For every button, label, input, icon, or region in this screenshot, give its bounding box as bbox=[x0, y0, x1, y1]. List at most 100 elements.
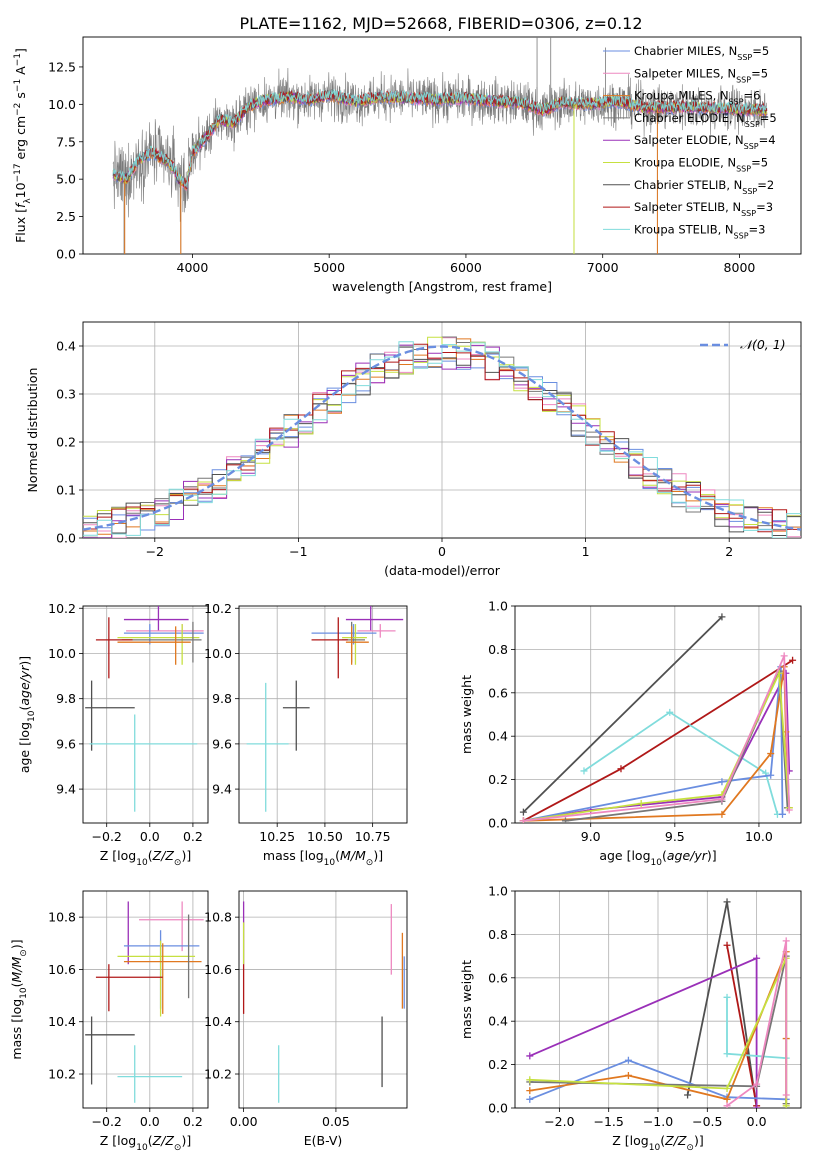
x-axis-label: E(B-V) bbox=[304, 1133, 343, 1148]
x-tick-label: −1.5 bbox=[594, 1114, 624, 1129]
marker-kroupa_miles bbox=[767, 750, 775, 758]
x-tick-label: 10.50 bbox=[307, 829, 343, 844]
y-tick-label: 10.8 bbox=[204, 910, 232, 925]
marker-chabrier_miles bbox=[767, 771, 775, 779]
axes-frame bbox=[514, 605, 802, 824]
axes-weight_vs_z: −2.0 −1.5 −1.0 −0.5 0.0 0.0 0.2 0.4 0.6 0.8 1.0 Z [… bbox=[459, 884, 802, 1153]
panels: 4000 5000 6000 7000 80000.02.55.07.510.012.5… bbox=[9, 36, 802, 1153]
age_vs_mass-plot bbox=[246, 606, 404, 812]
y-axis-label: mass [log10(M/M⊙)] bbox=[9, 939, 29, 1059]
x-tick-label: −1.0 bbox=[643, 1114, 673, 1129]
x-tick-label: 0.0 bbox=[140, 829, 160, 844]
series-salpeter_stelib bbox=[726, 945, 758, 1106]
axes-age_vs_mass: 10.25 10.50 10.75 9.4 9.6 9.8 10.0 10.2 mass [lo… bbox=[204, 601, 408, 868]
y-tick-label: 2.5 bbox=[56, 209, 76, 224]
y-tick-label: 9.6 bbox=[56, 736, 76, 751]
y-tick-label: 1.0 bbox=[488, 599, 508, 614]
y-tick-label: 0.3 bbox=[56, 387, 76, 402]
y-tick-label: 0.0 bbox=[488, 1101, 508, 1116]
marker-salpeter_miles bbox=[780, 652, 788, 660]
x-tick-label: 0.0 bbox=[140, 1114, 160, 1129]
x-tick-label: 6000 bbox=[450, 260, 482, 275]
series-salpeter_miles bbox=[726, 940, 788, 1107]
x-axis-label: (data-model)/error bbox=[384, 563, 501, 578]
x-tick-label: −2.0 bbox=[544, 1114, 574, 1129]
weight_vs_z-plot bbox=[526, 898, 790, 1108]
marker-salpeter_miles bbox=[782, 1091, 790, 1099]
y-tick-label: 9.4 bbox=[212, 782, 232, 797]
model-kroupa_stelib bbox=[112, 88, 768, 188]
marker-chabrier_stelib bbox=[519, 808, 527, 816]
y-axis-label: mass weight bbox=[459, 675, 474, 754]
y-tick-label: 0.0 bbox=[56, 247, 76, 262]
axes-frame bbox=[238, 890, 408, 1109]
marker-kroupa_stelib bbox=[723, 993, 731, 1001]
marker-salpeter_miles bbox=[782, 937, 790, 945]
spectrum-legend: Chabrier MILES, NSSP=5 Salpeter MILES, NS… bbox=[603, 44, 777, 240]
y-tick-label: 9.4 bbox=[56, 782, 76, 797]
marker-salpeter_miles bbox=[753, 1080, 761, 1088]
legend-entry-salpeter_miles: Salpeter MILES, NSSP=5 bbox=[634, 66, 768, 84]
legend-entry-salpeter_elodie: Salpeter ELODIE, NSSP=4 bbox=[634, 133, 776, 151]
series-chabrier_stelib bbox=[686, 901, 758, 1108]
axes-mass_vs_ebv: 0.00 0.05 10.2 10.4 10.6 10.8 E(B-V) bbox=[204, 890, 408, 1148]
marker-salpeter_elodie bbox=[753, 1104, 761, 1108]
marker-salpeter_miles bbox=[723, 1102, 731, 1108]
mass_vs_ebv-plot bbox=[242, 901, 405, 1103]
x-tick-label: −1 bbox=[289, 544, 307, 559]
y-tick-label: 0.6 bbox=[488, 685, 508, 700]
y-tick-label: 0.2 bbox=[488, 772, 508, 787]
x-tick-label: 0.2 bbox=[183, 829, 203, 844]
marker-kroupa_stelib bbox=[580, 767, 588, 775]
x-tick-label: 4000 bbox=[177, 260, 209, 275]
legend-entry-salpeter_stelib: Salpeter STELIB, NSSP=3 bbox=[634, 200, 773, 218]
x-tick-label: −0.2 bbox=[92, 829, 122, 844]
y-tick-label: 7.5 bbox=[56, 134, 76, 149]
y-tick-label: 9.8 bbox=[56, 691, 76, 706]
figure-title: PLATE=1162, MJD=52668, FIBERID=0306, z=0… bbox=[239, 14, 642, 33]
axes-mass_vs_z: −0.2 0.0 0.2 10.2 10.4 10.6 10.8 Z [log10(Z/Z⊙)… bbox=[9, 890, 209, 1153]
x-tick-label: −0.5 bbox=[692, 1114, 722, 1129]
series-salpeter_miles bbox=[523, 655, 791, 822]
marker-kroupa_elodie bbox=[723, 1084, 731, 1092]
marker-salpeter_elodie bbox=[753, 954, 761, 962]
y-tick-label: 0.4 bbox=[56, 339, 76, 354]
legend-entry-kroupa_elodie: Kroupa ELODIE, NSSP=5 bbox=[634, 156, 768, 174]
x-tick-label: 0.0 bbox=[747, 1114, 767, 1129]
marker-salpeter_miles bbox=[519, 817, 527, 823]
axes-frame bbox=[82, 321, 802, 539]
marker-kroupa_miles bbox=[526, 1087, 534, 1095]
weight_vs_age-plot bbox=[519, 613, 797, 823]
x-tick-label: 0 bbox=[438, 544, 446, 559]
x-axis-label: Z [log10(Z/Z⊙)] bbox=[612, 1133, 703, 1153]
histogram-legend: 𝒩(0, 1) bbox=[700, 337, 786, 352]
y-tick-label: 12.5 bbox=[48, 59, 76, 74]
legend-entry-gaussian: 𝒩(0, 1) bbox=[740, 337, 786, 352]
marker-chabrier_elodie bbox=[561, 817, 569, 823]
y-tick-label: 10.4 bbox=[48, 1014, 76, 1029]
series-kroupa_stelib bbox=[583, 711, 779, 815]
axes-age_vs_z: −0.2 0.0 0.2 9.4 9.6 9.8 10.0 10.2 Z [log10(Z/Z⊙… bbox=[17, 601, 209, 868]
y-tick-label: 10.8 bbox=[48, 910, 76, 925]
legend-entry-chabrier_elodie: Chabrier ELODIE, NSSP=5 bbox=[634, 111, 777, 128]
hist-kroupa_stelib bbox=[83, 341, 801, 538]
axes-frame bbox=[82, 36, 802, 255]
axes-frame bbox=[238, 605, 408, 824]
x-tick-label: 7000 bbox=[587, 260, 619, 275]
series-chabrier_miles bbox=[523, 666, 784, 822]
marker-salpeter_elodie bbox=[526, 1052, 534, 1060]
y-tick-label: 10.4 bbox=[204, 1014, 232, 1029]
x-tick-label: 0.00 bbox=[230, 1114, 258, 1129]
y-axis-label: mass weight bbox=[459, 960, 474, 1039]
y-axis-label: Normed distribution bbox=[25, 368, 40, 493]
y-tick-label: 0.2 bbox=[488, 1057, 508, 1072]
y-tick-label: 10.6 bbox=[48, 962, 76, 977]
y-tick-label: 10.2 bbox=[204, 1067, 232, 1082]
series-chabrier_stelib bbox=[522, 616, 723, 813]
x-tick-label: 9.5 bbox=[665, 829, 685, 844]
series-chabrier_elodie bbox=[565, 670, 789, 822]
x-tick-label: 2 bbox=[725, 544, 733, 559]
mass_vs_z-plot bbox=[85, 901, 204, 1103]
axes-frame bbox=[82, 605, 209, 824]
